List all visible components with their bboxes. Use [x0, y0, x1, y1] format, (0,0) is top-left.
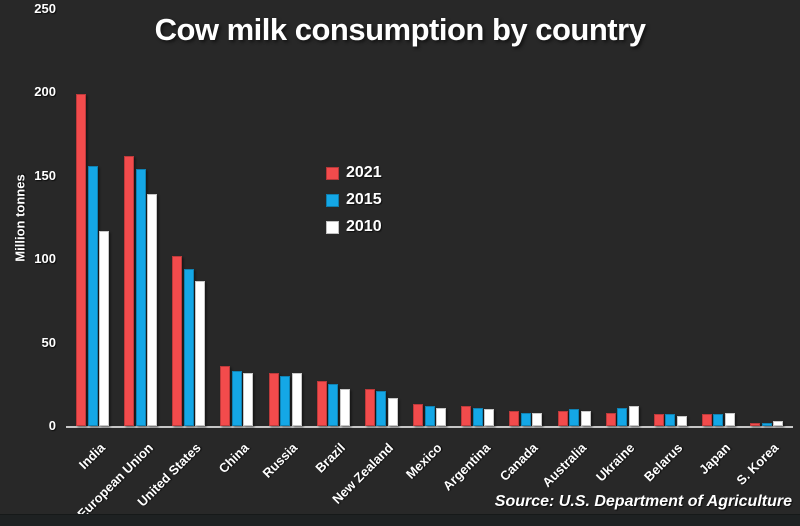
chart-title: Cow milk consumption by country — [154, 12, 646, 47]
bar-2010-australia — [580, 411, 591, 426]
bar-2021-australia — [557, 411, 568, 426]
bar-2015-s-korea — [761, 423, 772, 426]
y-tick-label-0: 0 — [48, 418, 56, 433]
bar-2010-belarus — [676, 416, 687, 426]
bar-2021-canada — [509, 411, 520, 426]
bar-2015-canada — [520, 413, 531, 426]
x-axis-label-belarus: Belarus — [641, 440, 686, 485]
y-tick-label-100: 100 — [34, 251, 56, 267]
x-axis-label-russia: Russia — [259, 440, 301, 481]
bar-2021-argentina — [461, 406, 472, 426]
x-axis-label-brazil: Brazil — [312, 440, 349, 476]
bar-2010-china — [243, 373, 254, 426]
bar-2010-new-zealand — [387, 398, 398, 426]
legend: 2021 2015 2010 — [326, 164, 382, 245]
bar-group-australia — [557, 409, 591, 426]
bar-2021-india — [76, 94, 86, 426]
legend-swatch-2015 — [326, 193, 339, 207]
bar-2021-brazil — [316, 381, 327, 426]
x-axis-label-australia: Australia — [539, 440, 590, 490]
bar-2015-united-states — [183, 269, 194, 426]
bar-2010-brazil — [339, 389, 350, 426]
bar-2010-s-korea — [773, 421, 784, 426]
footer-strip — [0, 514, 800, 526]
bar-group-belarus — [653, 414, 687, 426]
bar-group-european-union — [124, 156, 158, 426]
bar-2021-china — [220, 366, 231, 426]
x-axis-label-japan: Japan — [696, 440, 734, 478]
bar-2021-belarus — [653, 414, 664, 426]
bar-2021-new-zealand — [364, 389, 375, 426]
y-tick-label-150: 150 — [34, 167, 56, 183]
bar-2015-argentina — [472, 408, 483, 426]
legend-item-2015: 2015 — [326, 191, 382, 209]
legend-item-2021: 2021 — [326, 164, 382, 182]
bar-2015-india — [87, 166, 98, 426]
bar-group-mexico — [413, 404, 447, 426]
bar-2015-belarus — [665, 414, 676, 426]
bar-2021-united-states — [172, 256, 183, 426]
bar-2010-japan — [724, 413, 735, 426]
bar-group-canada — [509, 411, 543, 426]
bar-2010-canada — [532, 413, 543, 426]
bar-2015-new-zealand — [376, 391, 387, 426]
bar-2021-japan — [701, 414, 712, 426]
bar-2015-russia — [280, 376, 291, 426]
bar-2021-mexico — [413, 404, 424, 426]
y-axis-title: Million tonnes — [12, 174, 28, 262]
bar-group-russia — [268, 373, 302, 426]
bar-group-new-zealand — [364, 389, 398, 426]
source-note: Source: U.S. Department of Agriculture — [494, 493, 792, 510]
bar-2010-united-states — [195, 281, 206, 426]
y-tick-label-50: 50 — [41, 334, 56, 350]
bar-group-japan — [701, 413, 735, 426]
x-axis-label-s-korea: S. Korea — [733, 440, 782, 488]
bar-group-china — [220, 366, 254, 426]
x-axis-label-china: China — [215, 440, 253, 477]
bar-2021-ukraine — [605, 413, 616, 426]
bar-2015-european-union — [135, 169, 146, 426]
bar-2010-india — [99, 231, 109, 426]
y-tick-label-250: 250 — [34, 1, 56, 16]
bar-2015-japan — [713, 414, 724, 426]
x-axis-line — [66, 426, 793, 428]
bar-2010-ukraine — [628, 406, 639, 426]
legend-item-2010: 2010 — [326, 218, 382, 236]
bar-2021-european-union — [124, 156, 135, 426]
bar-2015-australia — [569, 409, 579, 426]
legend-swatch-2021 — [326, 166, 339, 180]
bar-group-s-korea — [750, 421, 784, 426]
x-axis-label-india: India — [75, 440, 108, 473]
bar-2015-brazil — [328, 384, 339, 426]
x-axis-label-argentina: Argentina — [439, 440, 493, 494]
legend-swatch-2010 — [326, 220, 339, 234]
legend-label-2021: 2021 — [346, 164, 382, 181]
bar-2015-china — [231, 371, 242, 426]
bar-2021-russia — [268, 373, 279, 426]
x-axis-label-mexico: Mexico — [402, 440, 445, 482]
bar-group-argentina — [461, 406, 495, 426]
y-tick-label-200: 200 — [34, 84, 56, 100]
x-axis-label-canada: Canada — [497, 440, 541, 484]
bar-2015-mexico — [424, 406, 435, 426]
bar-group-brazil — [316, 381, 350, 426]
bar-2010-mexico — [436, 408, 447, 426]
legend-label-2010: 2010 — [346, 218, 382, 235]
bar-2010-russia — [291, 373, 302, 426]
bar-2015-ukraine — [617, 408, 628, 426]
x-axis-label-ukraine: Ukraine — [592, 440, 638, 485]
bar-2010-argentina — [484, 409, 495, 426]
bar-2021-s-korea — [750, 423, 761, 426]
bar-group-ukraine — [605, 406, 639, 426]
bar-group-united-states — [172, 256, 206, 426]
legend-label-2015: 2015 — [346, 191, 382, 208]
bar-2010-european-union — [147, 194, 158, 426]
bar-group-india — [76, 94, 109, 426]
